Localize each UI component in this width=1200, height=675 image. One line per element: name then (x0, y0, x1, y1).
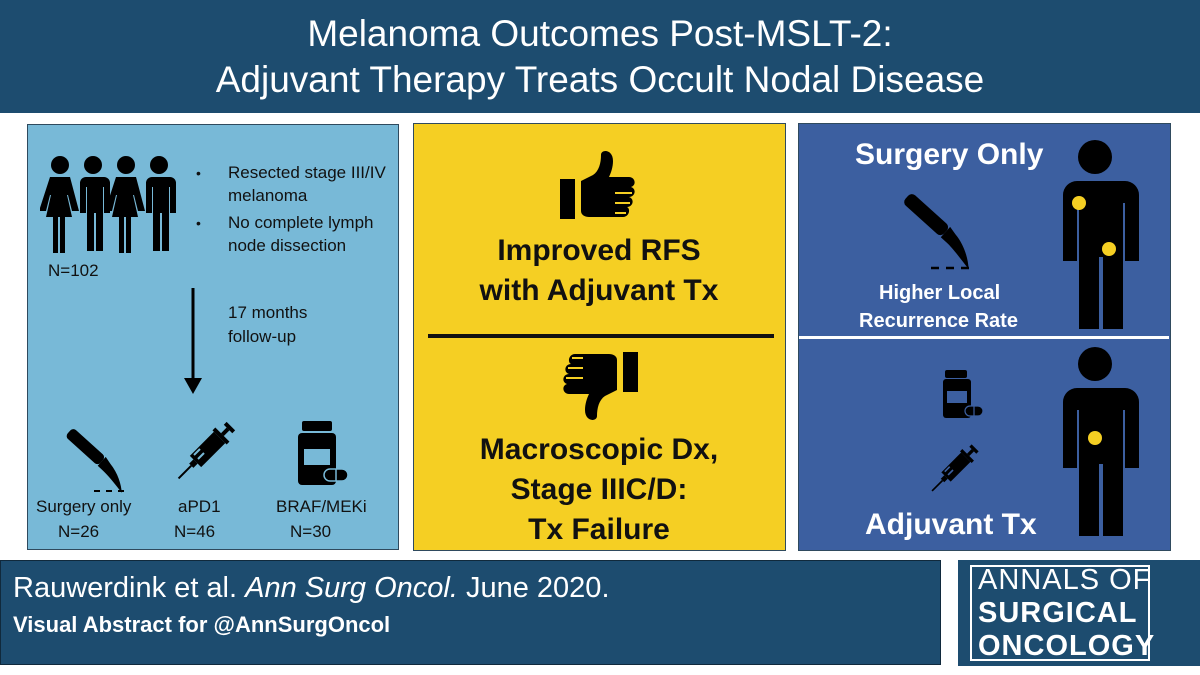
followup-line-2: follow-up (228, 327, 297, 346)
followup-line-1: 17 months (228, 303, 308, 322)
body-silhouette-icon (1063, 140, 1139, 329)
comparison-divider (799, 336, 1169, 339)
results-divider (428, 334, 774, 338)
positive-result-line-2: with Adjuvant Tx (479, 274, 719, 307)
thumbs-up-icon (560, 151, 635, 219)
citation-date: June 2020. (465, 572, 610, 604)
scalpel-icon (904, 194, 969, 270)
criteria-bullet-2: No complete lymph node dissection (228, 213, 374, 255)
recurrence-caption-line-2: Recurrence Rate (859, 310, 1018, 332)
negative-result-line-1: Macroscopic Dx, (479, 433, 719, 466)
bullet-marker: • (196, 215, 201, 231)
logo-line-2: SURGICAL (978, 597, 1138, 629)
thumbs-down-icon (563, 352, 638, 420)
group-n-apd1: N=46 (174, 522, 216, 541)
syringe-icon (177, 421, 236, 480)
citation-text: Rauwerdink et al. Ann Surg Oncol. June 2… (13, 569, 610, 607)
criteria-bullet-1: Resected stage III/IV melanoma (228, 163, 386, 205)
tumor-dot (1102, 242, 1116, 256)
down-arrow-icon (184, 288, 202, 394)
negative-result-line-2: Stage IIIC/D: (510, 473, 688, 506)
citation-authors: Rauwerdink et al. (13, 572, 238, 604)
recurrence-caption-line-1: Higher Local (879, 282, 1001, 304)
group-n-surgery: N=26 (58, 522, 100, 541)
comparison-panel: Surgery Only Higher Local Recurrence Rat… (798, 123, 1171, 551)
study-design-panel: • Resected stage III/IV melanoma • No co… (27, 124, 399, 550)
syringe-icon (931, 444, 979, 492)
pill-bottle-icon (943, 370, 984, 418)
total-count: N=102 (48, 261, 99, 280)
body-silhouette-icon (1063, 347, 1139, 536)
group-label-braf: BRAF/MEKi (276, 497, 367, 516)
citation-journal: Ann Surg Oncol. (245, 572, 458, 604)
positive-result-line-1: Improved RFS (497, 234, 701, 267)
patients-group-icon (40, 156, 176, 253)
visual-abstract-credit: Visual Abstract for @AnnSurgOncol (13, 612, 391, 637)
title-line-2: Adjuvant Therapy Treats Occult Nodal Dis… (215, 58, 985, 100)
pill-bottle-icon (298, 421, 349, 485)
logo-line-1: ANNALS OF (978, 564, 1152, 596)
title-line-1: Melanoma Outcomes Post-MSLT-2: (307, 12, 893, 54)
title-banner: Melanoma Outcomes Post-MSLT-2: Adjuvant … (0, 0, 1200, 113)
group-n-braf: N=30 (290, 522, 332, 541)
adjuvant-tx-heading: Adjuvant Tx (865, 508, 1037, 541)
tumor-dot (1072, 196, 1086, 210)
scalpel-icon (66, 429, 124, 493)
negative-result-line-3: Tx Failure (528, 513, 670, 546)
journal-logo: ANNALS OF SURGICAL ONCOLOGY (958, 560, 1200, 666)
tumor-dot (1088, 431, 1102, 445)
group-label-apd1: aPD1 (178, 497, 221, 516)
citation-bar: Rauwerdink et al. Ann Surg Oncol. June 2… (0, 560, 941, 665)
group-label-surgery: Surgery only (36, 497, 132, 516)
results-panel: Improved RFS with Adjuvant Tx Macroscopi… (413, 123, 786, 551)
journal-logo-frame (970, 565, 1150, 661)
bullet-marker: • (196, 165, 201, 181)
logo-line-3: ONCOLOGY (978, 630, 1156, 662)
surgery-only-heading: Surgery Only (855, 138, 1044, 171)
